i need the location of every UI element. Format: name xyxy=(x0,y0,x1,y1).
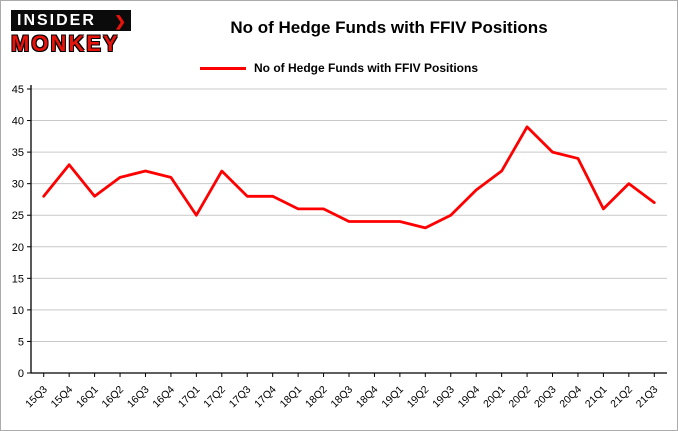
x-tick-label: 18Q4 xyxy=(354,384,381,411)
x-tick-label: 15Q4 xyxy=(49,384,76,411)
logo-text-insider: INSIDER xyxy=(17,12,96,29)
line-chart-plot-area: 0 5 10 15 20 25 30 35 40 45 15Q3 15Q4 16Q1 16Q2 16Q3 16… xyxy=(1,81,677,426)
x-tick-label: 17Q1 xyxy=(176,384,203,411)
y-tick-label: 5 xyxy=(18,336,24,348)
x-tick-label: 20Q3 xyxy=(532,384,559,411)
y-tick-label: 45 xyxy=(12,84,24,96)
x-tick-label: 20Q4 xyxy=(557,384,584,411)
legend-label: No of Hedge Funds with FFIV Positions xyxy=(254,61,478,75)
x-tick-label: 18Q2 xyxy=(303,384,330,411)
series-line xyxy=(42,125,656,230)
logo-text-monkey: MONKEY xyxy=(11,31,120,56)
x-tick-label: 18Q1 xyxy=(278,384,305,411)
logo-chevron-icon: ❯ xyxy=(114,13,126,29)
x-tick-label: 19Q3 xyxy=(430,384,457,411)
insider-monkey-logo: INSIDER ❯ MONKEY xyxy=(11,10,131,55)
x-tick-label: 21Q3 xyxy=(634,384,661,411)
x-tick-label: 17Q2 xyxy=(201,384,228,411)
x-tick-label: 17Q4 xyxy=(252,384,279,411)
y-tick-label: 35 xyxy=(12,147,24,159)
x-tick-label: 20Q1 xyxy=(481,384,508,411)
chart-legend: No of Hedge Funds with FFIV Positions xyxy=(1,61,677,75)
x-tick-label: 15Q3 xyxy=(23,384,50,411)
legend-line-swatch xyxy=(200,66,246,70)
x-tick-label: 16Q3 xyxy=(125,384,152,411)
x-tick-label: 16Q2 xyxy=(100,384,127,411)
x-tick-label: 19Q4 xyxy=(456,384,483,411)
x-tick-label: 20Q2 xyxy=(507,384,534,411)
y-tick-label: 0 xyxy=(18,368,24,380)
y-tick-label: 10 xyxy=(12,305,24,317)
chart-title: No of Hedge Funds with FFIV Positions xyxy=(230,18,548,37)
x-tick-label: 21Q2 xyxy=(608,384,635,411)
x-tick-label: 17Q3 xyxy=(227,384,254,411)
y-tick-label: 25 xyxy=(12,210,24,222)
y-tick-label: 15 xyxy=(12,273,24,285)
x-tick-label: 18Q3 xyxy=(328,384,355,411)
y-tick-label: 30 xyxy=(12,179,24,191)
x-tick-label: 16Q4 xyxy=(150,384,177,411)
chart-canvas: 0 5 10 15 20 25 30 35 40 45 15Q315Q416Q116Q216Q316… xyxy=(12,84,667,411)
y-tick-label: 20 xyxy=(12,242,24,254)
x-tick-label: 16Q1 xyxy=(74,384,101,411)
x-tick-label: 19Q2 xyxy=(405,384,432,411)
x-tick-label: 19Q1 xyxy=(379,384,406,411)
x-tick-label: 21Q1 xyxy=(583,384,610,411)
y-tick-label: 40 xyxy=(12,116,24,128)
logo-top-bar: INSIDER ❯ xyxy=(11,10,131,31)
